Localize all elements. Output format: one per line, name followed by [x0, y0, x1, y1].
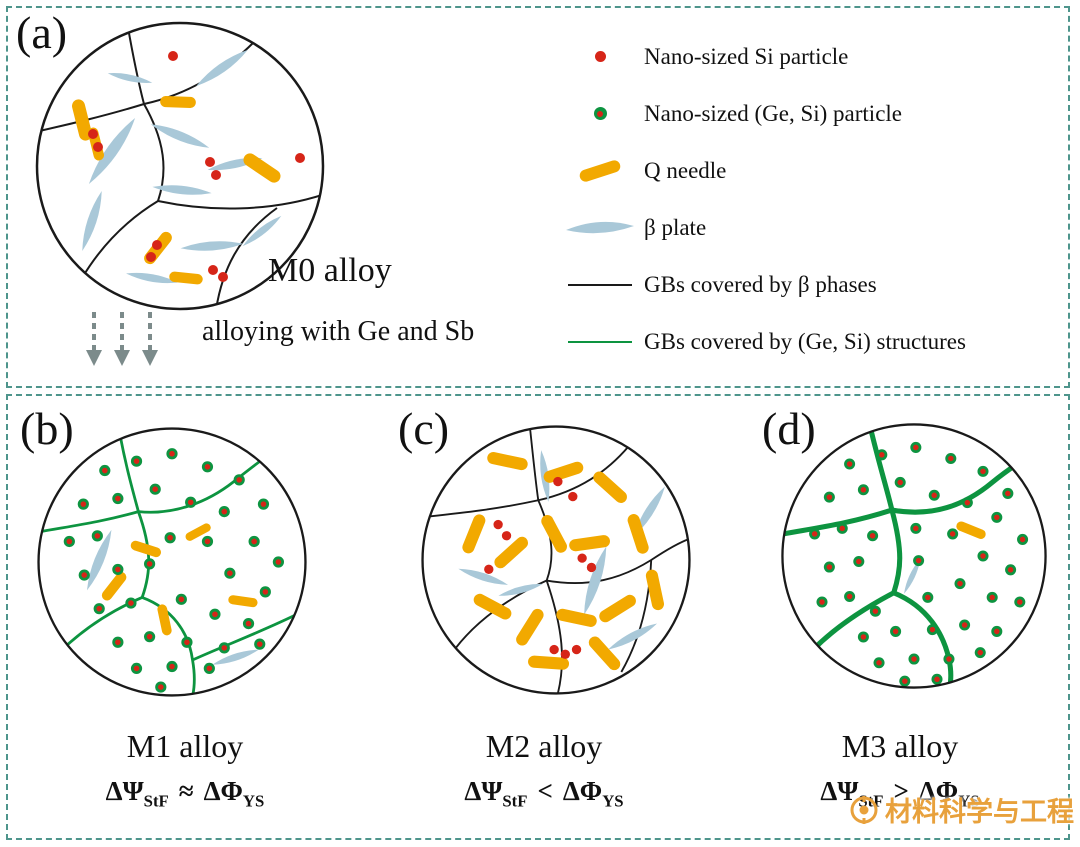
legend-label: GBs covered by β phases [644, 271, 877, 297]
transition-arrows-icon [86, 312, 158, 366]
legend-label: GBs covered by (Ge, Si) structures [644, 328, 966, 354]
m0-microstructure-diagram [35, 21, 325, 311]
nano-gesi-particle-icon [593, 107, 607, 120]
panel-m1: (b) [10, 398, 360, 840]
legend: Nano-sized Si particle Nano-sized (Ge, S… [556, 28, 1068, 370]
panel-c-label: (c) [398, 403, 450, 454]
m0-alloy-label: M0 alloy [268, 252, 392, 289]
m3-q-needles [954, 520, 988, 541]
legend-label: Nano-sized (Ge, Si) particle [644, 100, 903, 126]
m3-alloy-label: M3 alloy [841, 728, 959, 764]
m1-alloy-label: M1 alloy [126, 728, 244, 764]
legend-row-q-needle: Q needle [556, 142, 1068, 199]
legend-row-si-particle: Nano-sized Si particle [556, 28, 1068, 85]
m2-equation: ΔΨStF < ΔΦYS [464, 776, 624, 811]
m0-si-particles [88, 51, 305, 282]
legend-label: β plate [644, 214, 707, 240]
panel-a-label: (a) [16, 7, 68, 58]
m1-grain-circle-outline [37, 427, 307, 697]
top-section-border [6, 6, 1070, 388]
m2-microstructure-diagram [421, 425, 691, 695]
watermark-logo-icon [850, 795, 878, 824]
q-needle-icon [578, 158, 622, 183]
panel-m2: (c) [368, 398, 720, 840]
m2-grain-boundaries [423, 426, 690, 694]
green-gb-line-icon [568, 340, 632, 343]
bottom-section-border [6, 394, 1070, 840]
m3-grain-circle-outline [781, 423, 1047, 689]
watermark: 材料科学与工程 [849, 790, 1074, 829]
legend-row-beta-plate: β plate [556, 199, 1068, 256]
m2-si-particles [484, 476, 597, 659]
m3-microstructure-diagram [781, 423, 1047, 689]
legend-label: Q needle [644, 157, 727, 183]
m0-grain-circle-outline [35, 21, 325, 311]
beta-plate-icon [566, 221, 634, 233]
legend-row-black-gb: GBs covered by β phases [556, 256, 1068, 313]
panel-m3: (d) [726, 398, 1074, 840]
legend-row-gesi-particle: Nano-sized (Ge, Si) particle [556, 85, 1068, 142]
m1-microstructure-diagram [37, 427, 307, 697]
legend-label: Nano-sized Si particle [644, 43, 849, 69]
nano-si-particle-icon [594, 51, 606, 62]
panel-d-label: (d) [762, 403, 816, 454]
watermark-text: 材料科学与工程 [885, 797, 1074, 827]
panel-b-label: (b) [20, 403, 74, 454]
black-gb-line-icon [568, 283, 632, 286]
m1-equation: ΔΨStF ≈ ΔΦYS [105, 776, 265, 811]
m2-alloy-label: M2 alloy [485, 728, 603, 764]
transition-caption: alloying with Ge and Sb [202, 316, 475, 347]
m2-grain-circle-outline [421, 425, 691, 695]
m1-q-needles [99, 521, 259, 637]
legend-row-green-gb: GBs covered by (Ge, Si) structures [556, 313, 1068, 370]
